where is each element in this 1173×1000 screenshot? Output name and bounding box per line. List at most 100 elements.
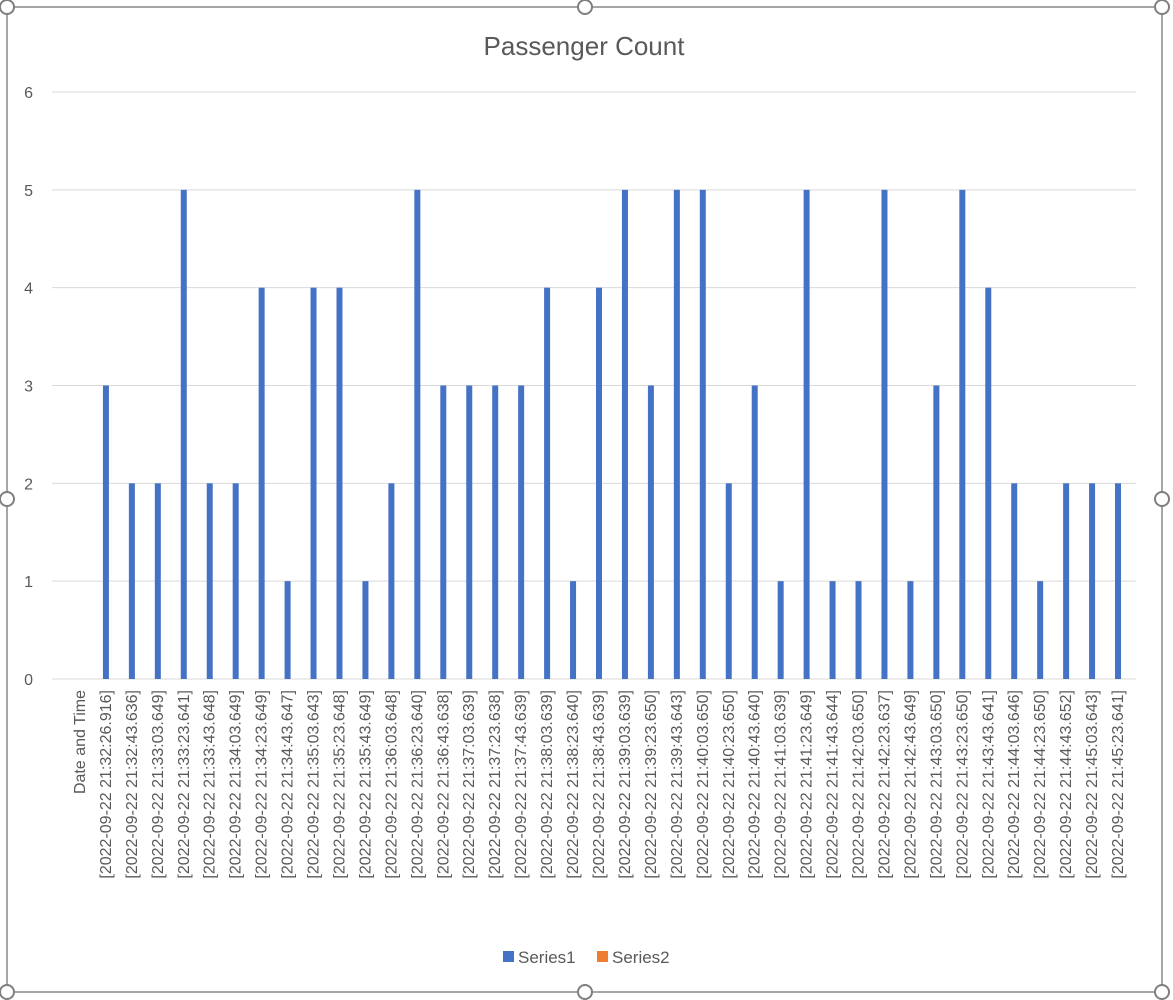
x-category-label: [2022-09-22 21:40:23.650] bbox=[721, 690, 738, 879]
resize-handle[interactable] bbox=[1154, 0, 1170, 15]
x-category-label: [2022-09-22 21:33:43.648] bbox=[202, 690, 219, 879]
bar-38[interactable] bbox=[1063, 483, 1070, 679]
bar-12[interactable] bbox=[388, 483, 395, 679]
x-category-label: [2022-09-22 21:44:23.650] bbox=[1032, 690, 1049, 879]
legend-label-1[interactable]: Series1 bbox=[518, 948, 576, 967]
x-category-label: [2022-09-22 21:35:43.649] bbox=[357, 690, 374, 879]
x-category-label: [2022-09-22 21:34:43.647] bbox=[280, 690, 297, 879]
bar-32[interactable] bbox=[907, 581, 914, 679]
bar-24[interactable] bbox=[699, 189, 706, 680]
bar-26[interactable] bbox=[751, 385, 758, 680]
x-category-label: [2022-09-22 21:44:43.652] bbox=[1058, 690, 1075, 879]
bar-17[interactable] bbox=[518, 385, 525, 680]
bar-21[interactable] bbox=[621, 189, 628, 680]
x-category-label: [2022-09-22 21:42:23.637] bbox=[876, 690, 893, 879]
x-category-label: [2022-09-22 21:41:23.649] bbox=[799, 690, 816, 879]
bar-33[interactable] bbox=[933, 385, 940, 680]
bar-14[interactable] bbox=[440, 385, 447, 680]
x-category-label: [2022-09-22 21:32:26.916] bbox=[98, 690, 115, 879]
y-tick-label: 1 bbox=[24, 574, 33, 591]
x-category-label: [2022-09-22 21:33:03.649] bbox=[150, 690, 167, 879]
bar-31[interactable] bbox=[881, 189, 888, 680]
resize-handle[interactable] bbox=[0, 491, 15, 507]
bars[interactable] bbox=[102, 189, 1122, 680]
bar-19[interactable] bbox=[570, 581, 577, 679]
resize-handle[interactable] bbox=[577, 984, 593, 1000]
x-category-label: [2022-09-22 21:45:23.641] bbox=[1110, 690, 1127, 879]
resize-handle[interactable] bbox=[1154, 491, 1170, 507]
x-category-label: [2022-09-22 21:43:23.650] bbox=[954, 690, 971, 879]
bar-40[interactable] bbox=[1115, 483, 1122, 679]
x-category-label: Date and Time bbox=[72, 690, 89, 794]
bar-34[interactable] bbox=[959, 189, 966, 680]
bar-9[interactable] bbox=[310, 287, 317, 679]
x-category-label: [2022-09-22 21:40:03.650] bbox=[695, 690, 712, 879]
bar-16[interactable] bbox=[492, 385, 499, 680]
x-category-label: [2022-09-22 21:42:03.650] bbox=[851, 690, 868, 879]
chart-title[interactable]: Passenger Count bbox=[484, 31, 686, 61]
x-category-label: [2022-09-22 21:32:43.636] bbox=[124, 690, 141, 879]
x-category-label: [2022-09-22 21:38:03.639] bbox=[539, 690, 556, 879]
bar-7[interactable] bbox=[258, 287, 265, 679]
y-tick-label: 5 bbox=[24, 183, 33, 200]
bar-27[interactable] bbox=[777, 581, 784, 679]
x-category-label: [2022-09-22 21:33:23.641] bbox=[176, 690, 193, 879]
y-tick-label: 2 bbox=[24, 476, 33, 493]
y-tick-label: 0 bbox=[24, 672, 33, 689]
x-category-label: [2022-09-22 21:36:43.638] bbox=[435, 690, 452, 879]
bar-39[interactable] bbox=[1089, 483, 1096, 679]
x-category-label: [2022-09-22 21:41:03.639] bbox=[773, 690, 790, 879]
bar-28[interactable] bbox=[803, 189, 810, 680]
bar-1[interactable] bbox=[102, 385, 109, 680]
bar-20[interactable] bbox=[596, 287, 602, 679]
resize-handle[interactable] bbox=[0, 0, 15, 15]
x-category-label: [2022-09-22 21:36:03.648] bbox=[383, 690, 400, 879]
bar-5[interactable] bbox=[206, 483, 213, 679]
legend-label-2[interactable]: Series2 bbox=[612, 948, 670, 967]
bar-3[interactable] bbox=[154, 483, 161, 679]
bar-30[interactable] bbox=[855, 581, 862, 679]
x-category-label: [2022-09-22 21:34:23.649] bbox=[254, 690, 271, 879]
legend-swatch-1 bbox=[503, 951, 514, 962]
y-axis-ticks: 0 1 2 3 4 5 6 bbox=[24, 85, 33, 689]
bar-13[interactable] bbox=[414, 189, 421, 680]
x-category-label: [2022-09-22 21:36:23.640] bbox=[409, 690, 426, 879]
x-category-label: [2022-09-22 21:43:43.641] bbox=[980, 690, 997, 879]
x-category-label: [2022-09-22 21:45:03.643] bbox=[1084, 690, 1101, 879]
bar-18[interactable] bbox=[544, 287, 551, 679]
x-category-label: [2022-09-22 21:38:23.640] bbox=[565, 690, 582, 879]
resize-handle[interactable] bbox=[0, 984, 15, 1000]
bar-6[interactable] bbox=[232, 483, 239, 679]
resize-handle[interactable] bbox=[577, 0, 593, 15]
bar-15[interactable] bbox=[466, 385, 473, 680]
bar-4[interactable] bbox=[180, 189, 187, 680]
x-category-label: [2022-09-22 21:43:03.650] bbox=[928, 690, 945, 879]
bar-11[interactable] bbox=[362, 581, 369, 679]
bar-35[interactable] bbox=[985, 287, 992, 679]
x-category-label: [2022-09-22 21:42:43.649] bbox=[902, 690, 919, 879]
legend-swatch-2 bbox=[597, 951, 608, 962]
bar-25[interactable] bbox=[725, 483, 732, 679]
bar-8[interactable] bbox=[284, 581, 291, 679]
bar-29[interactable] bbox=[829, 581, 836, 679]
bar-36[interactable] bbox=[1011, 483, 1018, 679]
bar-23[interactable] bbox=[673, 189, 680, 680]
gridlines bbox=[52, 91, 1136, 680]
bar-2[interactable] bbox=[128, 483, 135, 679]
bar-22[interactable] bbox=[647, 385, 654, 680]
x-category-label: [2022-09-22 21:37:43.639] bbox=[513, 690, 530, 879]
legend[interactable]: Series1 Series2 bbox=[503, 948, 670, 967]
x-category-label: [2022-09-22 21:39:43.643] bbox=[669, 690, 686, 879]
x-category-label: [2022-09-22 21:34:03.649] bbox=[228, 690, 245, 879]
x-category-label: [2022-09-22 21:41:43.644] bbox=[825, 690, 842, 879]
bar-37[interactable] bbox=[1037, 581, 1044, 679]
x-category-label: [2022-09-22 21:35:23.648] bbox=[331, 690, 348, 879]
x-category-label: [2022-09-22 21:39:23.650] bbox=[643, 690, 660, 879]
y-tick-label: 4 bbox=[24, 281, 33, 298]
resize-handle[interactable] bbox=[1154, 984, 1170, 1000]
bar-10[interactable] bbox=[336, 287, 343, 679]
